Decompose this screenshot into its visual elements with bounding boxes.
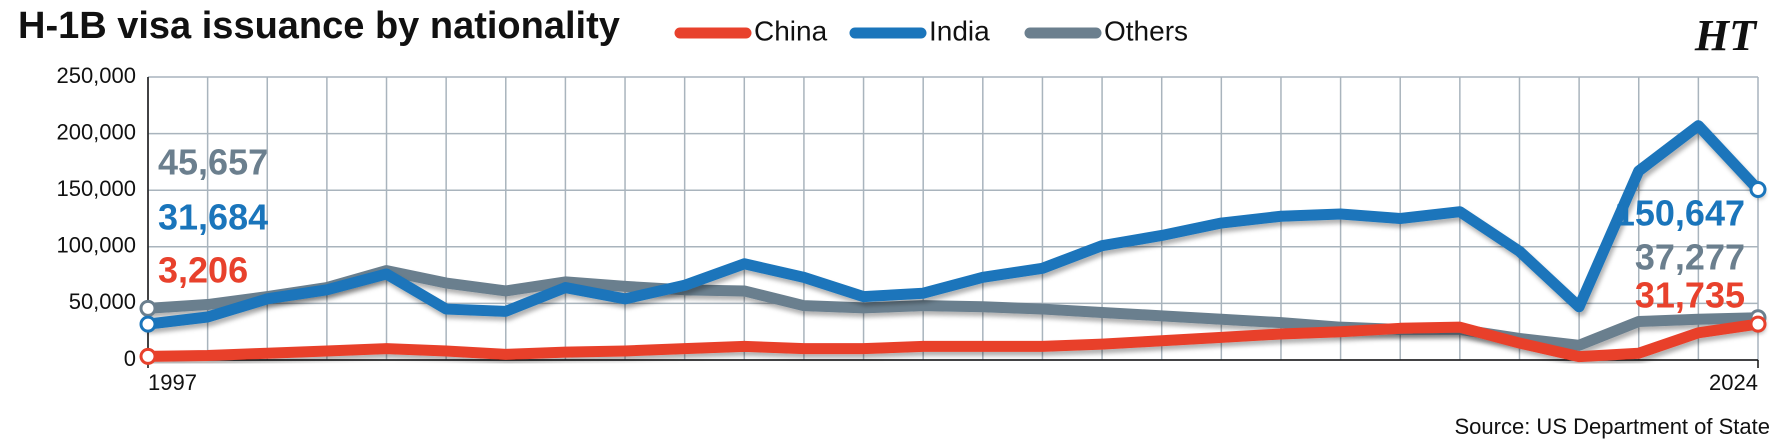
- series-line: [142, 120, 1764, 330]
- legend-label: India: [929, 15, 990, 46]
- value-label: 37,277: [1635, 237, 1745, 278]
- y-tick-label: 250,000: [56, 63, 136, 88]
- legend-label: Others: [1104, 15, 1188, 46]
- end-marker: [1749, 315, 1767, 333]
- x-tick-label: 1997: [148, 370, 197, 395]
- y-tick-label: 0: [124, 346, 136, 371]
- x-tick-label: 2024: [1709, 370, 1758, 395]
- logo: HT: [1694, 11, 1758, 60]
- end-marker: [139, 299, 157, 317]
- end-marker: [1749, 180, 1767, 198]
- y-tick-label: 100,000: [56, 233, 136, 258]
- value-label: 3,206: [158, 250, 248, 291]
- source: Source: US Department of State: [1455, 414, 1771, 439]
- value-label: 31,684: [158, 197, 268, 238]
- value-label: 31,735: [1635, 275, 1745, 316]
- chart-title: H-1B visa issuance by nationality: [18, 5, 620, 47]
- y-tick-label: 200,000: [56, 119, 136, 144]
- end-marker: [139, 347, 157, 365]
- y-tick-label: 50,000: [69, 289, 136, 314]
- end-marker: [139, 315, 157, 333]
- value-label: 45,657: [158, 142, 268, 183]
- legend-label: China: [754, 15, 828, 46]
- value-label: 150,647: [1615, 193, 1745, 234]
- y-tick-label: 150,000: [56, 176, 136, 201]
- series-line: [142, 318, 1764, 363]
